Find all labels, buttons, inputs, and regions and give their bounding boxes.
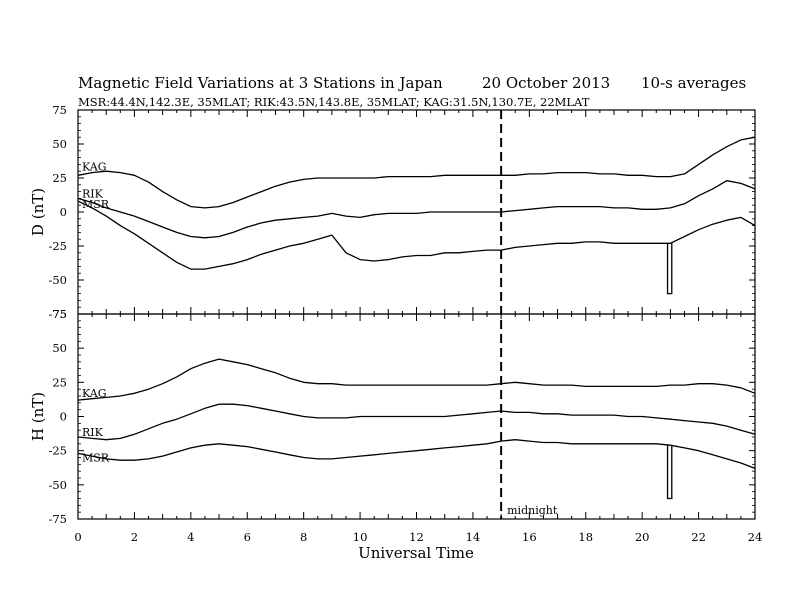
panel-h-series-msr (77, 439, 756, 470)
panel-d-series-msr (77, 200, 756, 270)
panel-h-label-kag: KAG (82, 387, 107, 400)
panel-d-ytick-label: -25 (48, 239, 67, 253)
panel-d-ylabel: D (nT) (29, 188, 47, 236)
panel-d-spike-msr (666, 242, 673, 295)
panel-h-label-rik: RIK (82, 426, 104, 439)
panel-h-label-msr: MSR (82, 451, 110, 464)
x-tick-label: 14 (466, 530, 481, 544)
x-tick-label: 20 (635, 530, 650, 544)
x-axis-label: Universal Time (358, 544, 474, 562)
x-tick-label: 24 (748, 530, 763, 544)
x-tick-label: 6 (244, 530, 251, 544)
x-tick-label: 22 (691, 530, 706, 544)
midnight-label: midnight (507, 504, 558, 517)
panel-h-ytick-label: 25 (52, 375, 67, 389)
panel-h-ytick-label: 0 (60, 410, 67, 424)
panel-h-ytick-label: -50 (48, 478, 67, 492)
x-tick-label: 8 (300, 530, 307, 544)
x-tick-label: 4 (187, 530, 194, 544)
panel-d-label-msr: MSR (82, 198, 110, 211)
figure-date: 20 October 2013 (482, 74, 610, 92)
panel-d-series-rik (77, 180, 756, 239)
panel-d-label-rik: RIK (82, 187, 104, 200)
x-tick-label: 0 (74, 530, 81, 544)
panel-d-frame (77, 109, 756, 315)
panel-h-ylabel: H (nT) (29, 392, 47, 441)
x-tick-label: 16 (522, 530, 537, 544)
panel-d-ytick-label: 0 (60, 205, 67, 219)
panel-h-ytick-label: 75 (52, 307, 67, 321)
figure-title: Magnetic Field Variations at 3 Stations … (78, 74, 443, 92)
panel-d-ytick-label: 75 (52, 103, 67, 117)
x-tick-label: 2 (131, 530, 138, 544)
panel-h-series-rik (77, 403, 756, 441)
panel-d-ytick-label: 25 (52, 171, 67, 185)
panel-d-label-kag: KAG (82, 160, 107, 173)
panel-d-series-kag (77, 136, 756, 209)
panel-h-series-kag (77, 358, 756, 401)
panel-d-ytick-label: 50 (52, 137, 67, 151)
panel-d-ytick-label: -75 (48, 307, 67, 321)
figure-averaging: 10-s averages (641, 74, 746, 92)
x-tick-label: 10 (353, 530, 368, 544)
figure-subtitle: MSR:44.4N,142.3E, 35MLAT; RIK:43.5N,143.… (78, 95, 590, 109)
panel-h-spike-msr (666, 444, 673, 500)
x-tick-label: 18 (578, 530, 593, 544)
panel-h-ytick-label: 50 (52, 341, 67, 355)
panel-d-ytick-label: -50 (48, 273, 67, 287)
panel-h-ytick-label: -75 (48, 512, 67, 526)
x-tick-label: 12 (409, 530, 424, 544)
panel-h-ytick-label: -25 (48, 444, 67, 458)
